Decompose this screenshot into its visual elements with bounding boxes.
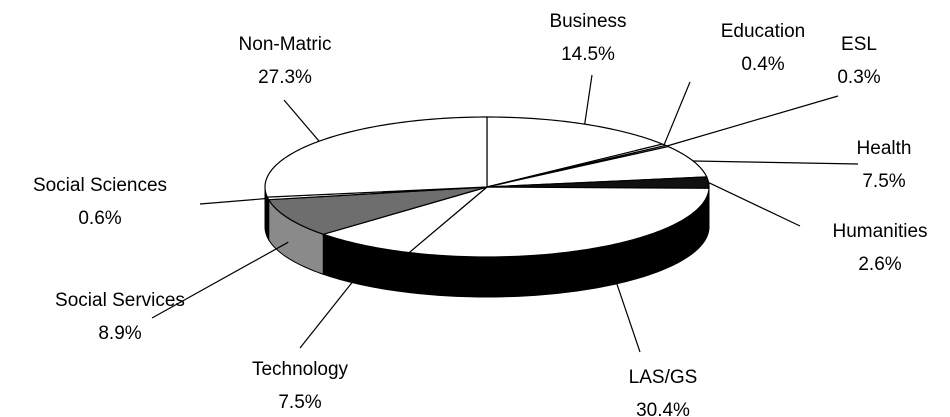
value-label: 8.9% [98, 323, 141, 344]
slice [486, 145, 708, 188]
value-label: 7.5% [278, 392, 321, 413]
value-label: 2.6% [858, 254, 901, 275]
slice [321, 186, 488, 254]
leader-line [283, 99, 320, 142]
category-label: Social Services [55, 290, 185, 311]
value-label: 7.5% [862, 171, 905, 192]
slice [486, 116, 665, 188]
leader-line [584, 74, 593, 125]
leader-line [666, 95, 839, 147]
value-label: 27.3% [258, 67, 312, 88]
category-label: Health [857, 138, 912, 159]
value-label: 0.6% [78, 208, 121, 229]
category-label: Business [549, 11, 626, 32]
category-label: ESL [841, 34, 877, 55]
leader-line [663, 81, 691, 146]
category-label: Education [721, 21, 806, 42]
value-label: 0.4% [741, 54, 784, 75]
leader-line [299, 268, 364, 349]
leader-line [693, 160, 859, 165]
value-label: 14.5% [561, 44, 615, 65]
leader-line [199, 197, 269, 205]
category-label: Non-Matric [239, 34, 332, 55]
category-label: Humanities [832, 221, 927, 242]
slice [264, 116, 488, 198]
value-label: 30.4% [636, 400, 690, 417]
leader-line [611, 268, 641, 353]
category-label: Social Sciences [33, 175, 167, 196]
slice [407, 186, 710, 258]
slice [486, 176, 710, 189]
category-label: Technology [252, 359, 349, 380]
category-label: LAS/GS [629, 367, 698, 388]
value-label: 0.3% [837, 67, 880, 88]
leader-line [151, 241, 289, 319]
slice [267, 186, 488, 235]
leader-line [708, 182, 801, 227]
